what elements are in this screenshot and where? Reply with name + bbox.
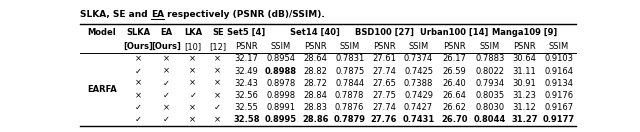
Text: EARFA: EARFA [87,85,116,94]
Text: EA: EA [151,10,164,19]
Text: respectively (PSNR (dB)/SSIM).: respectively (PSNR (dB)/SSIM). [164,10,324,19]
Text: SLKA, SE and: SLKA, SE and [80,10,151,19]
